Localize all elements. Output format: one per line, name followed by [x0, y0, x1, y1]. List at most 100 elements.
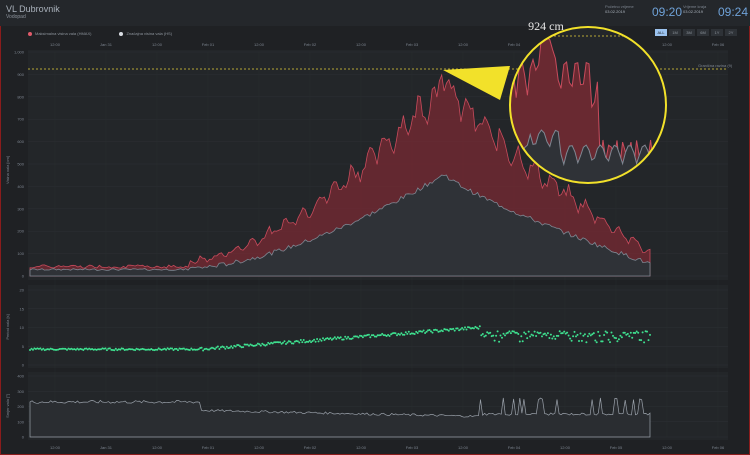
- period-point: [586, 335, 589, 338]
- zoom-button-1y[interactable]: 1Y: [711, 29, 723, 36]
- period-point: [592, 332, 595, 335]
- period-point: [88, 347, 91, 350]
- period-point: [295, 340, 298, 342]
- period-point: [381, 332, 384, 335]
- period-point: [361, 336, 364, 339]
- period-point: [313, 338, 316, 341]
- period-point: [208, 348, 210, 351]
- period-point: [640, 339, 643, 342]
- period-point: [452, 327, 455, 330]
- panel1-y-tick: 800: [17, 94, 24, 99]
- period-point: [535, 335, 538, 337]
- period-point: [364, 334, 367, 337]
- panel2-area: [28, 285, 728, 368]
- period-point: [541, 335, 543, 338]
- period-point: [147, 348, 150, 351]
- period-point: [267, 341, 270, 344]
- period-point: [333, 336, 336, 339]
- period-point: [307, 340, 310, 343]
- period-point: [366, 334, 369, 336]
- period-series[interactable]: [29, 325, 651, 352]
- zoom-button-6m[interactable]: 6M: [697, 29, 709, 36]
- period-point: [538, 332, 540, 335]
- period-point: [224, 347, 227, 350]
- panel3-y-label: Smjer vala [°]: [5, 394, 10, 418]
- end-time-block[interactable]: Vrijeme kraja 03.02.2019: [683, 4, 706, 14]
- period-point: [607, 338, 610, 341]
- period-point: [166, 347, 169, 350]
- zoom-button-1m[interactable]: 1M: [669, 29, 681, 36]
- period-point: [160, 348, 163, 351]
- period-point: [536, 331, 539, 334]
- period-point: [456, 327, 459, 330]
- period-point: [79, 347, 82, 350]
- period-point: [103, 347, 105, 350]
- period-point: [218, 348, 221, 350]
- period-point: [545, 334, 548, 337]
- period-point: [597, 330, 600, 333]
- period-point: [74, 348, 77, 351]
- period-point: [227, 347, 230, 350]
- start-time[interactable]: 09:20: [652, 5, 683, 19]
- threshold-label: Granična razina (9): [698, 63, 733, 68]
- zoom-button-all[interactable]: ALL: [655, 29, 667, 36]
- period-point: [274, 341, 277, 344]
- period-point: [282, 341, 284, 344]
- period-point: [625, 333, 628, 336]
- period-point: [258, 343, 261, 346]
- period-point: [110, 348, 113, 351]
- zoom-callout-ring: [509, 26, 667, 184]
- period-point: [511, 330, 514, 333]
- period-point: [449, 328, 452, 330]
- period-point: [629, 331, 632, 334]
- zoom-button-3m[interactable]: 3M: [683, 29, 695, 36]
- legend-item-hmax[interactable]: Maksimalna visina vala (HMAX): [28, 31, 91, 36]
- start-label: Početno vrijeme: [605, 4, 634, 9]
- zoom-button-2y[interactable]: 2Y: [725, 29, 737, 36]
- period-point: [573, 330, 576, 333]
- period-point: [330, 338, 333, 341]
- period-point: [140, 348, 142, 351]
- period-point: [145, 348, 148, 351]
- period-point: [341, 338, 344, 341]
- period-point: [292, 342, 295, 345]
- legend-label-hmax: Maksimalna visina vala (HMAX): [35, 31, 92, 36]
- period-point: [385, 335, 388, 337]
- period-point: [576, 333, 579, 336]
- period-point: [57, 348, 60, 351]
- period-point: [532, 334, 535, 337]
- period-point: [620, 336, 623, 339]
- period-point: [187, 348, 190, 351]
- period-point: [135, 347, 138, 350]
- period-point: [557, 334, 560, 337]
- period-point: [289, 340, 292, 343]
- top-x-tick: 12:00: [152, 42, 163, 47]
- period-point: [225, 345, 228, 348]
- period-point: [533, 330, 536, 333]
- period-point: [486, 331, 489, 334]
- period-point: [391, 332, 394, 335]
- period-point: [261, 342, 264, 345]
- period-point: [372, 334, 375, 337]
- period-point: [253, 344, 256, 347]
- period-point: [342, 338, 345, 341]
- start-time-block[interactable]: Početno vrijeme 03.02.2019: [605, 4, 634, 14]
- period-point: [487, 332, 490, 335]
- direction-series[interactable]: [29, 397, 651, 438]
- period-point: [339, 336, 342, 339]
- period-point: [529, 335, 532, 338]
- period-point: [548, 337, 551, 339]
- period-point: [638, 339, 641, 341]
- panel1-y-tick: 0: [22, 274, 25, 279]
- end-time[interactable]: 09:24: [718, 5, 749, 19]
- period-point: [296, 340, 299, 343]
- period-point: [520, 335, 523, 338]
- legend-item-hs[interactable]: Značajna visina vala (HS): [119, 31, 172, 36]
- period-point: [64, 347, 67, 350]
- period-point: [177, 349, 179, 352]
- period-point: [575, 335, 577, 338]
- period-point: [108, 347, 111, 350]
- hs-series-area[interactable]: [29, 174, 651, 277]
- period-point: [290, 342, 293, 345]
